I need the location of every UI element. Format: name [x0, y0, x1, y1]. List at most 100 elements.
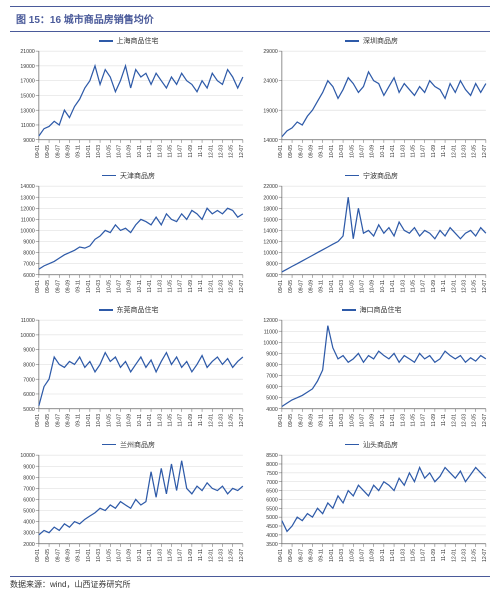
svg-text:10-01: 10-01 [86, 414, 92, 427]
chart-cell-7: 汕头商品房35004000450050005500600065007000750… [253, 440, 490, 573]
svg-text:12-01: 12-01 [451, 279, 457, 292]
svg-text:10-11: 10-11 [380, 548, 386, 561]
svg-text:4000: 4000 [23, 519, 35, 525]
svg-text:17000: 17000 [20, 79, 34, 85]
svg-text:11-01: 11-01 [147, 145, 153, 158]
svg-text:12000: 12000 [263, 318, 277, 324]
svg-text:10-07: 10-07 [359, 279, 365, 292]
svg-text:11-07: 11-07 [178, 145, 184, 158]
chart-legend: 宁波商品房 [345, 171, 398, 181]
svg-text:12-05: 12-05 [472, 548, 478, 561]
chart-svg: 50006000700080009000100001100009-0109-05… [10, 316, 247, 438]
svg-text:6000: 6000 [266, 497, 278, 503]
svg-text:22000: 22000 [263, 184, 277, 190]
legend-swatch [345, 444, 359, 446]
svg-text:12000: 12000 [20, 206, 34, 212]
svg-text:11-01: 11-01 [147, 414, 153, 427]
svg-text:11-01: 11-01 [390, 414, 396, 427]
legend-swatch [345, 40, 359, 42]
svg-text:10-07: 10-07 [116, 548, 122, 561]
svg-text:6000: 6000 [266, 272, 278, 278]
svg-text:09-09: 09-09 [65, 548, 71, 561]
svg-text:7000: 7000 [23, 377, 35, 383]
svg-text:12-01: 12-01 [208, 414, 214, 427]
chart-legend: 海口商品住宅 [342, 305, 402, 315]
legend-swatch [99, 309, 113, 311]
svg-text:10-03: 10-03 [96, 414, 102, 427]
svg-text:5000: 5000 [266, 515, 278, 521]
svg-text:09-09: 09-09 [308, 548, 314, 561]
svg-text:09-11: 09-11 [319, 414, 325, 427]
svg-text:11-03: 11-03 [400, 145, 406, 158]
svg-text:10-11: 10-11 [380, 145, 386, 158]
svg-text:09-01: 09-01 [35, 279, 41, 292]
svg-text:29000: 29000 [263, 49, 277, 55]
svg-text:16000: 16000 [263, 217, 277, 223]
svg-text:8000: 8000 [266, 462, 278, 468]
svg-text:10-07: 10-07 [359, 145, 365, 158]
svg-text:11-07: 11-07 [178, 548, 184, 561]
svg-text:10-07: 10-07 [116, 145, 122, 158]
svg-text:09-05: 09-05 [288, 414, 294, 427]
svg-text:5000: 5000 [266, 396, 278, 402]
svg-text:11-09: 11-09 [188, 279, 194, 292]
svg-text:6000: 6000 [266, 385, 278, 391]
svg-text:10000: 10000 [263, 340, 277, 346]
svg-text:9000: 9000 [23, 464, 35, 470]
svg-text:11-05: 11-05 [410, 145, 416, 158]
svg-text:11-05: 11-05 [167, 548, 173, 561]
chart-cell-1: 深圳商品房1400019000240002900009-0109-0509-07… [253, 36, 490, 169]
svg-text:11-03: 11-03 [157, 414, 163, 427]
svg-text:10-11: 10-11 [137, 145, 143, 158]
svg-text:09-01: 09-01 [278, 414, 284, 427]
svg-text:10-01: 10-01 [86, 548, 92, 561]
legend-swatch [345, 175, 359, 177]
chart-svg: 1400019000240002900009-0109-0509-0709-09… [253, 47, 490, 169]
svg-text:8000: 8000 [23, 363, 35, 369]
svg-text:4000: 4000 [266, 407, 278, 413]
svg-text:10-03: 10-03 [96, 279, 102, 292]
svg-text:9000: 9000 [23, 239, 35, 245]
svg-text:5500: 5500 [266, 506, 278, 512]
svg-text:21000: 21000 [20, 49, 34, 55]
svg-text:09-05: 09-05 [288, 279, 294, 292]
chart-svg: 200030004000500060007000800090001000009-… [10, 451, 247, 573]
svg-text:12-07: 12-07 [482, 548, 488, 561]
chart-legend: 兰州商品房 [102, 440, 155, 450]
svg-text:09-01: 09-01 [35, 145, 41, 158]
svg-text:18000: 18000 [263, 206, 277, 212]
svg-text:11-09: 11-09 [431, 145, 437, 158]
svg-text:12-05: 12-05 [229, 548, 235, 561]
svg-text:11-05: 11-05 [167, 279, 173, 292]
svg-text:11-07: 11-07 [178, 279, 184, 292]
svg-text:11000: 11000 [21, 217, 35, 223]
svg-text:8000: 8000 [266, 363, 278, 369]
svg-text:09-07: 09-07 [55, 279, 61, 292]
svg-text:09-01: 09-01 [278, 145, 284, 158]
svg-text:11-01: 11-01 [390, 145, 396, 158]
svg-text:19000: 19000 [20, 64, 34, 70]
svg-text:10-05: 10-05 [106, 414, 112, 427]
svg-text:11-05: 11-05 [410, 279, 416, 292]
svg-text:09-07: 09-07 [298, 414, 304, 427]
svg-text:09-09: 09-09 [65, 279, 71, 292]
svg-text:6000: 6000 [23, 392, 35, 398]
svg-text:2000: 2000 [23, 542, 35, 548]
svg-text:24000: 24000 [263, 79, 277, 85]
svg-text:11-01: 11-01 [390, 548, 396, 561]
svg-text:11-11: 11-11 [441, 548, 447, 561]
svg-text:11-11: 11-11 [441, 145, 447, 158]
svg-text:10-07: 10-07 [116, 279, 122, 292]
svg-text:10-03: 10-03 [339, 145, 345, 158]
svg-text:09-11: 09-11 [319, 145, 325, 158]
svg-text:11-07: 11-07 [421, 548, 427, 561]
svg-text:6500: 6500 [266, 488, 278, 494]
legend-swatch [99, 40, 113, 42]
legend-label: 东莞商品住宅 [117, 305, 159, 315]
figure-title-bar: 图 15：16 城市商品房销售均价 [10, 6, 490, 32]
svg-text:14000: 14000 [263, 138, 277, 144]
source-footer: 数据来源：wind，山西证券研究所 [10, 576, 490, 590]
svg-text:10-07: 10-07 [359, 414, 365, 427]
svg-text:11-03: 11-03 [400, 548, 406, 561]
svg-text:10-11: 10-11 [380, 414, 386, 427]
